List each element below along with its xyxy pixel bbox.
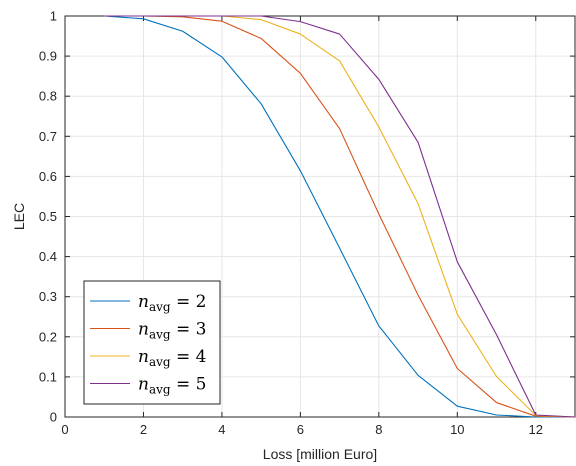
series-layer (104, 15, 576, 418)
legend-entry-4: navg = 5 (138, 375, 206, 397)
x-tick-label: 8 (375, 422, 382, 437)
legend: navg = 2 navg = 3 navg = 4 navg = 5 (83, 280, 221, 405)
y-tick-label: 0.7 (39, 129, 57, 144)
y-tick-label: 0 (50, 410, 57, 425)
axes: 0 2 4 6 8 10 12 0 0.1 0.2 0.3 0.4 0.5 0.6 0.7 0.8 0.9 1 (39, 9, 575, 437)
legend-entry-1: navg = 2 (138, 292, 206, 314)
x-tick-label: 6 (297, 422, 304, 437)
y-tick-label: 0.6 (39, 169, 57, 184)
x-tick-label: 2 (140, 422, 147, 437)
y-tick-label: 0.3 (39, 289, 57, 304)
y-axis-label: LEC (11, 203, 27, 230)
x-tick-label: 12 (529, 422, 543, 437)
series-line-4 (104, 15, 576, 418)
y-tick-label: 0.2 (39, 329, 57, 344)
y-tick-label: 0.9 (39, 49, 57, 64)
series-line-2 (104, 15, 576, 418)
y-tick-label: 0.4 (39, 249, 57, 264)
x-tick-label: 4 (218, 422, 225, 437)
y-tick-label: 0.1 (39, 369, 57, 384)
x-axis-label: Loss [million Euro] (263, 446, 377, 462)
y-tick-label: 0.5 (39, 209, 57, 224)
legend-entry-3: navg = 4 (138, 347, 206, 369)
x-tick-label: 10 (450, 422, 464, 437)
series-line-1 (104, 15, 575, 418)
legend-entry-2: navg = 3 (138, 320, 206, 342)
y-tick-label: 1 (50, 9, 57, 24)
x-tick-label: 0 (61, 422, 68, 437)
y-tick-label: 0.8 (39, 89, 57, 104)
